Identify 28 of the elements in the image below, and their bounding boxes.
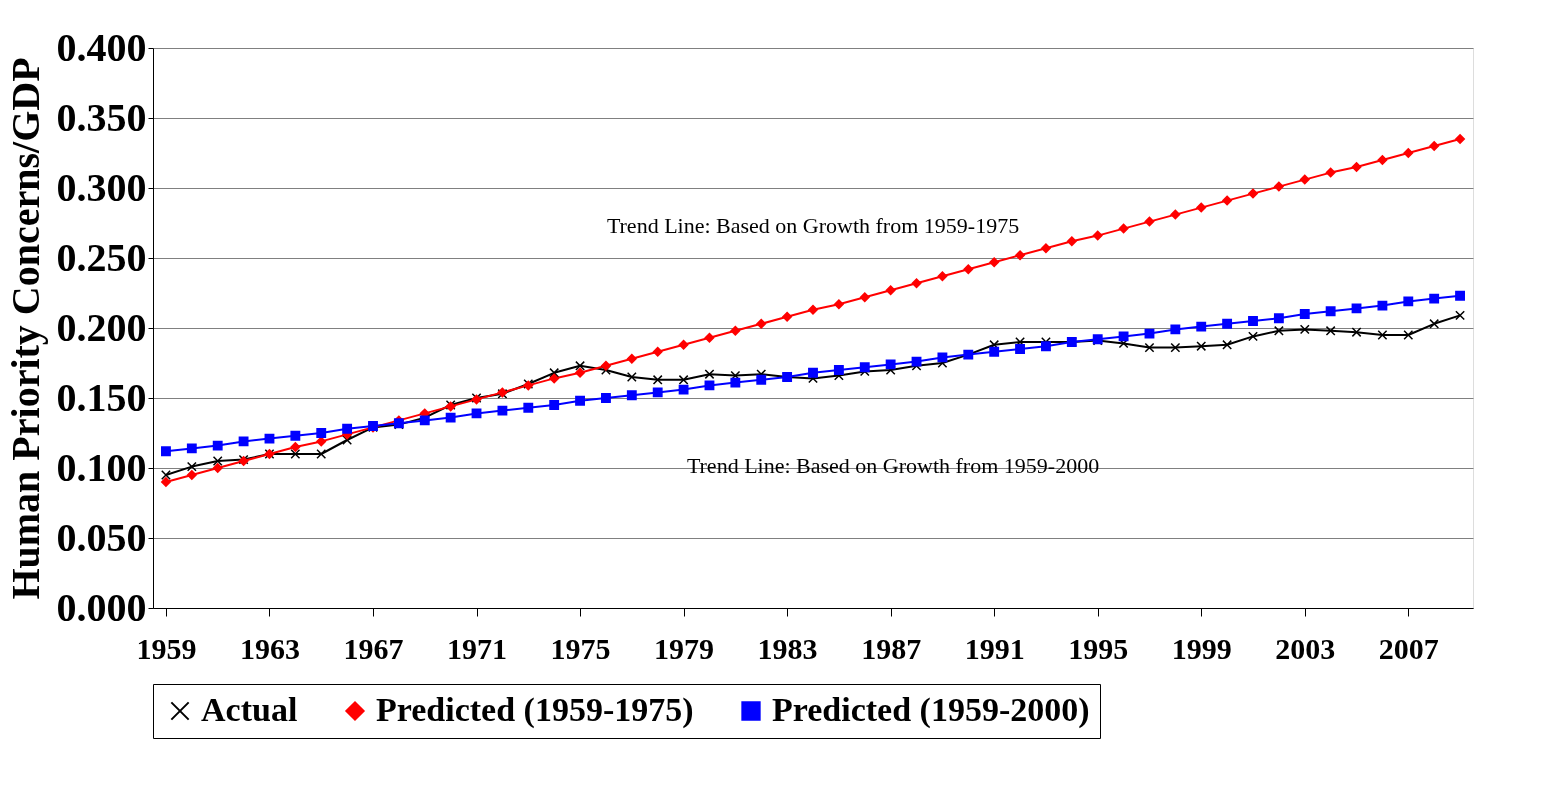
x-tick-label: 1967 xyxy=(343,631,404,665)
y-tick-label: 0.000 xyxy=(56,584,147,630)
y-tick-label: 0.250 xyxy=(56,234,147,280)
x-tick-label: 1995 xyxy=(1068,631,1129,665)
y-tick-label: 0.100 xyxy=(56,444,147,490)
x-tick-label: 1959 xyxy=(136,631,197,665)
x-tick-label: 1975 xyxy=(550,631,611,665)
x-tick-label: 1971 xyxy=(447,631,508,665)
x-tick-label: 2007 xyxy=(1378,631,1439,665)
x-tick-label: 2003 xyxy=(1275,631,1336,665)
y-tick-label: 0.050 xyxy=(56,514,147,560)
y-tick-label: 0.350 xyxy=(56,94,147,140)
annotation: Trend Line: Based on Growth from 1959-1975 xyxy=(606,213,1020,238)
annotation: Trend Line: Based on Growth from 1959-2000 xyxy=(686,453,1100,478)
x-tick-label: 1991 xyxy=(964,631,1025,665)
x-tick-label: 1963 xyxy=(239,631,300,665)
y-tick-label: 0.150 xyxy=(56,374,147,420)
x-tick-label: 1983 xyxy=(757,631,818,665)
x-tick-label: 1987 xyxy=(861,631,922,665)
legend-label: Predicted (1959-2000) xyxy=(772,691,1090,729)
x-tick-label: 1999 xyxy=(1171,631,1232,665)
y-tick-label: 0.400 xyxy=(56,24,147,70)
y-axis-title: Human Priority Concerns/GDP xyxy=(2,57,48,600)
x-tick-label: 1979 xyxy=(654,631,715,665)
legend-label: Predicted (1959-1975) xyxy=(376,691,694,729)
legend-label: Actual xyxy=(201,691,298,728)
y-tick-label: 0.200 xyxy=(56,304,147,350)
y-tick-label: 0.300 xyxy=(56,164,147,210)
